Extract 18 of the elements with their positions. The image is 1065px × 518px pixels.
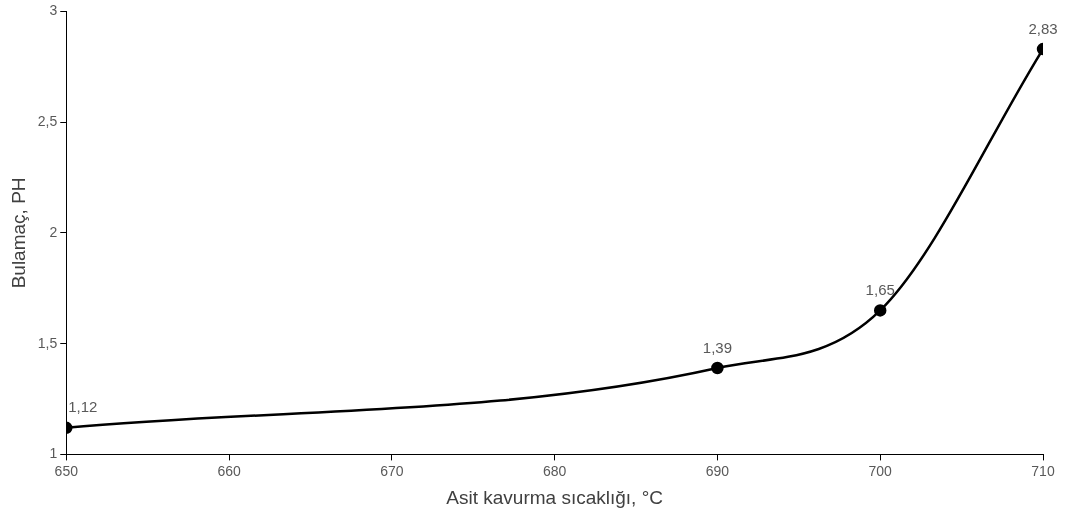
x-tick-label: 650 [54, 462, 79, 479]
x-tick-label: 700 [868, 462, 893, 479]
data-label: 1,65 [865, 281, 895, 299]
data-label: 2,83 [1028, 19, 1058, 37]
y-tick-label: 2 [49, 223, 58, 240]
data-label: 1,12 [68, 398, 98, 416]
x-tick-label: 690 [705, 462, 730, 479]
y-tick-label: 2,5 [37, 113, 58, 130]
x-tick-label: 680 [542, 462, 567, 479]
x-tick-label: 670 [380, 462, 404, 479]
data-label: 1,39 [702, 338, 733, 356]
y-tick-label: 3 [49, 2, 58, 19]
y-tick-label: 1 [49, 445, 58, 462]
x-tick-label: 660 [217, 462, 241, 479]
y-tick-label: 1,5 [37, 334, 58, 351]
y-axis-title: Bulamaç, PH [7, 177, 29, 289]
x-axis-title: Asit kavurma sıcaklığı, °C [446, 486, 663, 508]
x-tick-label: 710 [1031, 462, 1055, 479]
